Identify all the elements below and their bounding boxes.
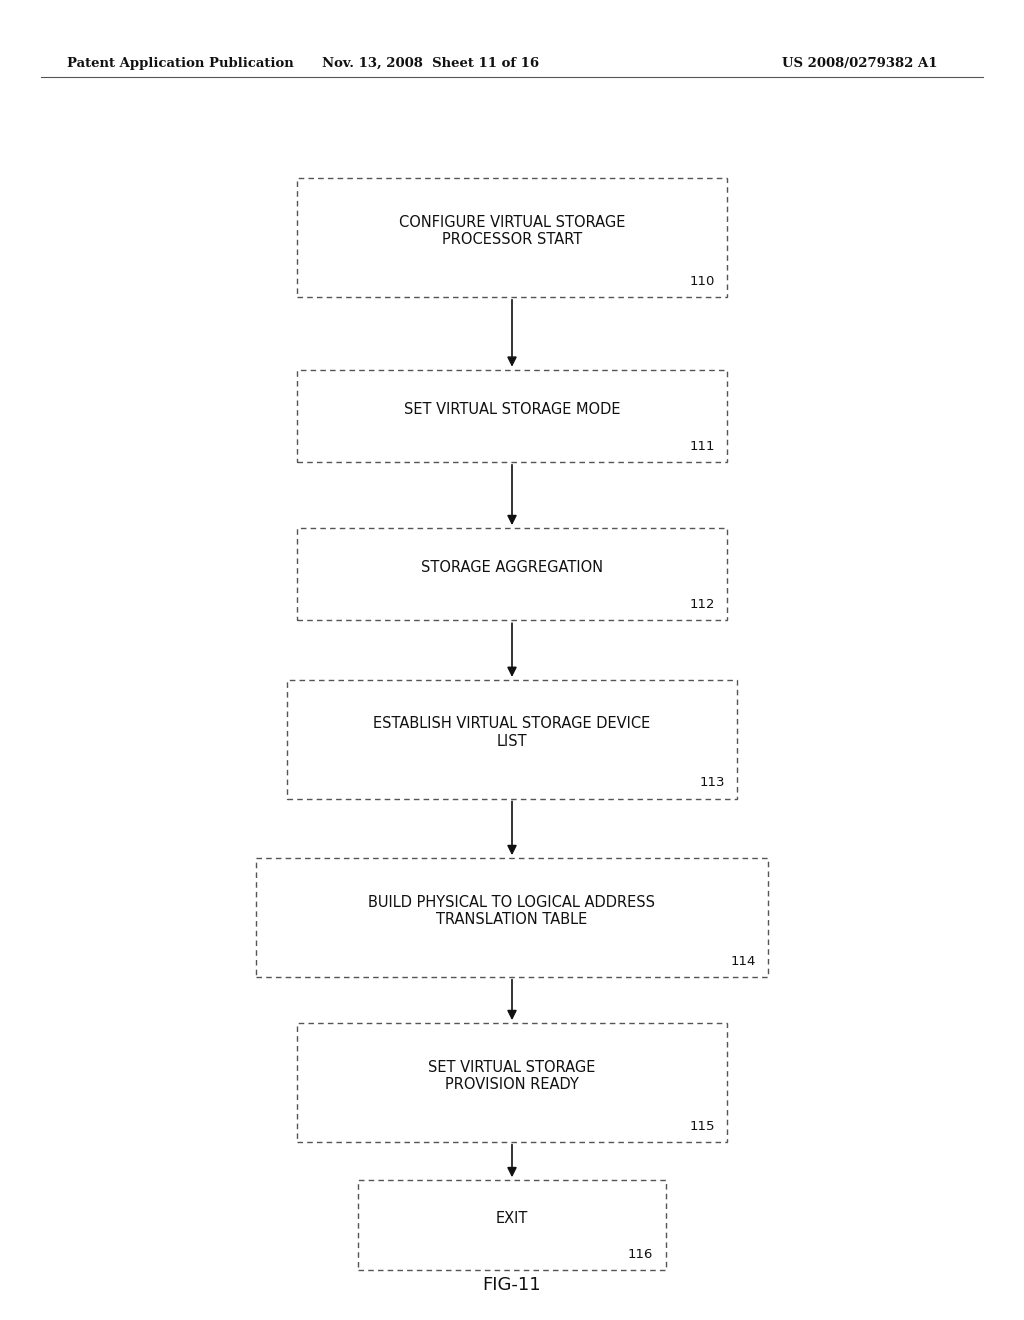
Text: CONFIGURE VIRTUAL STORAGE
PROCESSOR START: CONFIGURE VIRTUAL STORAGE PROCESSOR STAR… [398, 215, 626, 247]
Text: 115: 115 [689, 1119, 715, 1133]
Text: US 2008/0279382 A1: US 2008/0279382 A1 [782, 57, 938, 70]
Bar [287, 680, 737, 799]
Bar [256, 858, 768, 977]
Bar [297, 1023, 727, 1142]
Bar [358, 1180, 666, 1270]
Text: 116: 116 [628, 1247, 653, 1261]
Text: SET VIRTUAL STORAGE MODE: SET VIRTUAL STORAGE MODE [403, 401, 621, 417]
Text: SET VIRTUAL STORAGE
PROVISION READY: SET VIRTUAL STORAGE PROVISION READY [428, 1060, 596, 1092]
Bar [297, 370, 727, 462]
Text: 113: 113 [699, 776, 725, 789]
Bar [297, 178, 727, 297]
Text: BUILD PHYSICAL TO LOGICAL ADDRESS
TRANSLATION TABLE: BUILD PHYSICAL TO LOGICAL ADDRESS TRANSL… [369, 895, 655, 927]
Text: ESTABLISH VIRTUAL STORAGE DEVICE
LIST: ESTABLISH VIRTUAL STORAGE DEVICE LIST [374, 717, 650, 748]
Text: Patent Application Publication: Patent Application Publication [67, 57, 293, 70]
Text: EXIT: EXIT [496, 1210, 528, 1226]
Text: 111: 111 [689, 440, 715, 453]
Text: 110: 110 [689, 275, 715, 288]
Text: Nov. 13, 2008  Sheet 11 of 16: Nov. 13, 2008 Sheet 11 of 16 [322, 57, 539, 70]
Bar [297, 528, 727, 620]
Text: FIG-11: FIG-11 [482, 1275, 542, 1294]
Text: 114: 114 [730, 954, 756, 968]
Text: 112: 112 [689, 598, 715, 611]
Text: STORAGE AGGREGATION: STORAGE AGGREGATION [421, 560, 603, 576]
